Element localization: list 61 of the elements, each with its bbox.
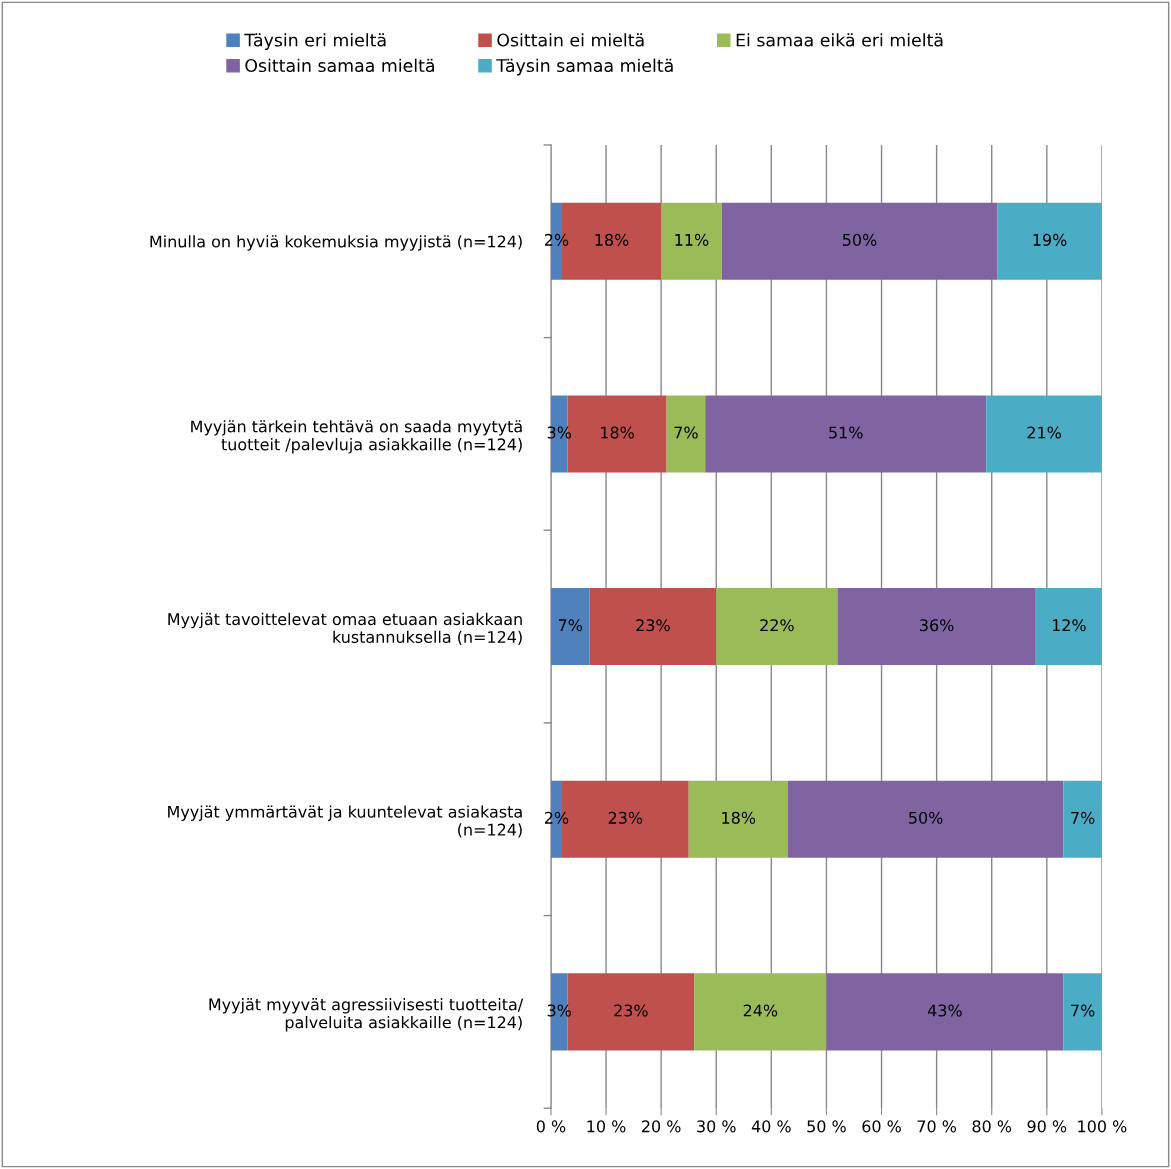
y-tick-label: Myyjät myyvät agressiivisesti tuotteita/ palveluita asiakkaille (n=124) xyxy=(209,998,524,1032)
bar xyxy=(837,588,1036,666)
bar xyxy=(661,202,722,280)
x-tick-label: 50 % xyxy=(807,1120,846,1133)
x-tick-label: 10 % xyxy=(587,1120,626,1133)
bar xyxy=(666,395,706,473)
data-label: 22% xyxy=(760,619,794,632)
x-tick-label: 90 % xyxy=(1027,1120,1067,1133)
data-label: 18% xyxy=(595,233,629,246)
legend-label: Täysin samaa mieltä xyxy=(496,58,673,76)
data-label: 7% xyxy=(1071,1004,1095,1017)
data-label: 2% xyxy=(544,811,569,824)
data-label: 11% xyxy=(675,233,709,246)
bar xyxy=(688,780,788,858)
bar xyxy=(1063,973,1102,1051)
bar xyxy=(787,780,1064,858)
bar xyxy=(721,202,998,280)
bar xyxy=(1035,588,1102,666)
x-tick-label: 60 % xyxy=(862,1120,901,1133)
legend-label: Ei samaa eikä eri mieltä xyxy=(736,33,943,47)
data-label: 23% xyxy=(614,1004,648,1017)
y-tick-label: Myyjät ymmärtävät ja kuuntelevat asiakasta (n=124) xyxy=(168,805,522,838)
bar xyxy=(986,395,1102,473)
x-tick-label: 100 % xyxy=(1078,1120,1127,1133)
data-label: 2% xyxy=(544,233,569,246)
y-tick-label: Myyjät tavoittelevat omaa etuaan asiakkaan kustannuksella (n=124) xyxy=(168,612,522,645)
y-tick-label: Minulla on hyviä kokemuksia myyjistä (n=124) xyxy=(150,235,522,251)
bar xyxy=(705,395,987,473)
legend-label: Osittain samaa mieltä xyxy=(245,58,434,73)
data-label: 23% xyxy=(608,811,643,824)
x-tick-label: 0 % xyxy=(536,1120,566,1133)
bar xyxy=(694,973,827,1051)
x-tick-label: 80 % xyxy=(972,1120,1012,1133)
bar xyxy=(550,588,590,666)
data-label: 7% xyxy=(674,426,698,439)
x-tick-label: 40 % xyxy=(751,1120,791,1133)
data-label: 19% xyxy=(1033,233,1067,246)
bar xyxy=(1063,780,1102,858)
data-label: 7% xyxy=(1071,811,1095,824)
bar xyxy=(997,202,1102,280)
data-label: 12% xyxy=(1052,619,1086,632)
legend-label: Osittain ei mieltä xyxy=(497,33,644,47)
data-label: 50% xyxy=(842,233,877,246)
bar xyxy=(589,588,717,666)
data-label: 7% xyxy=(558,619,583,632)
data-label: 36% xyxy=(920,619,954,632)
data-label: 18% xyxy=(601,426,634,439)
legend-label: Täysin eri mieltä xyxy=(244,33,386,50)
x-tick-label: 30 % xyxy=(697,1120,736,1133)
data-label: 23% xyxy=(636,619,670,632)
y-tick-label: Myyjän tärkein tehtävä on saada myytytä tuotteit /palevluja asiakkaille (n=124) xyxy=(191,420,522,454)
bar xyxy=(826,973,1064,1051)
data-label: 51% xyxy=(829,426,863,439)
x-tick-label: 20 % xyxy=(642,1120,681,1133)
x-tick-label: 70 % xyxy=(917,1120,957,1133)
data-label: 21% xyxy=(1027,426,1061,439)
bar xyxy=(716,588,838,666)
data-label: 50% xyxy=(909,811,943,824)
data-label: 24% xyxy=(743,1004,778,1017)
data-label: 18% xyxy=(722,811,756,824)
data-label: 43% xyxy=(927,1004,962,1017)
